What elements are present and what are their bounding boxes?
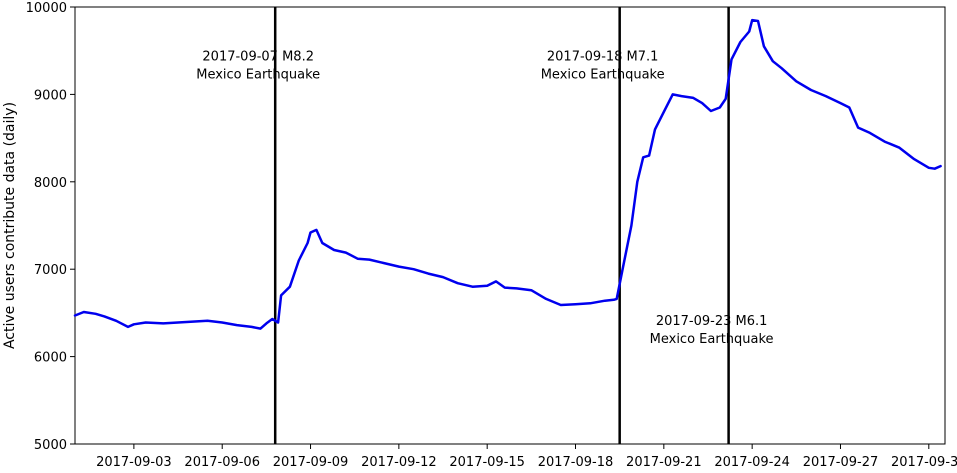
x-tick-label: 2017-09-03 xyxy=(96,455,172,468)
event-label-line2: Mexico Earthquake xyxy=(650,332,774,347)
y-tick-label: 6000 xyxy=(34,351,67,366)
event-label-line2: Mexico Earthquake xyxy=(196,67,320,82)
y-tick-label: 9000 xyxy=(34,88,67,103)
y-axis-title: Active users contribute data (daily) xyxy=(2,102,18,349)
x-tick-label: 2017-09-21 xyxy=(626,455,702,468)
event-label-line1: 2017-09-18 M7.1 xyxy=(547,49,659,64)
y-tick-label: 7000 xyxy=(34,263,67,278)
event-label-line2: Mexico Earthquake xyxy=(541,67,665,82)
event-label-line1: 2017-09-07 M8.2 xyxy=(202,49,314,64)
x-tick-label: 2017-09-30 xyxy=(891,455,957,468)
x-tick-label: 2017-09-27 xyxy=(803,455,879,468)
y-tick-label: 8000 xyxy=(34,176,67,191)
y-tick-label: 10000 xyxy=(26,1,67,16)
x-tick-label: 2017-09-12 xyxy=(361,455,437,468)
x-tick-label: 2017-09-06 xyxy=(184,455,260,468)
event-label-line1: 2017-09-23 M6.1 xyxy=(656,314,768,329)
x-tick-label: 2017-09-18 xyxy=(538,455,614,468)
x-tick-label: 2017-09-15 xyxy=(449,455,525,468)
x-tick-label: 2017-09-24 xyxy=(714,455,790,468)
y-tick-label: 5000 xyxy=(34,438,67,453)
plot-frame xyxy=(74,6,946,445)
series-line xyxy=(73,18,942,330)
x-tick-label: 2017-09-09 xyxy=(273,455,349,468)
